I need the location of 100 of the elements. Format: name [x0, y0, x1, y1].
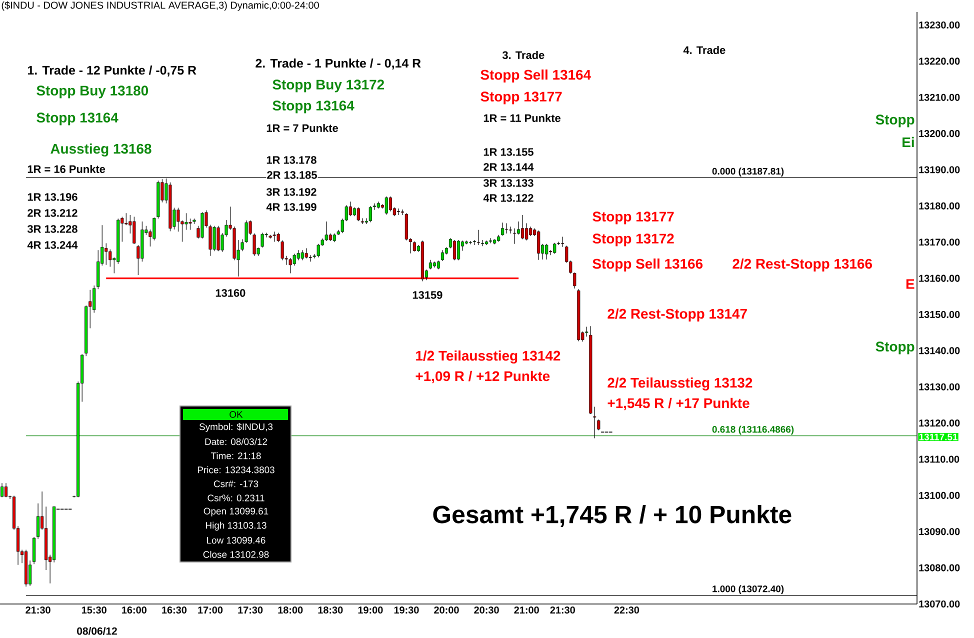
annotation: +1,09 R / +12 Punkte: [416, 370, 550, 384]
candlestick: [384, 196, 388, 215]
candlestick: [368, 206, 372, 223]
annotation: Close 13102.98: [203, 550, 269, 558]
text: 08/06/12: [77, 627, 117, 635]
candlestick: [593, 406, 596, 439]
candlestick: [276, 232, 280, 242]
annotation: Stopp 13177: [592, 212, 674, 224]
annotation: 1R 13.155: [484, 148, 534, 156]
x-tick-label: 19:00: [358, 606, 383, 614]
candlestick: [316, 244, 320, 258]
candlestick: [132, 216, 136, 244]
x-tick-label: 16:30: [162, 606, 187, 614]
annotation: Stopp: [876, 342, 914, 354]
candlestick: [324, 221, 328, 242]
annotation: Gesamt +1,745 R / + 10 Punkte: [433, 505, 792, 527]
y-tick-label: 13120.00: [919, 420, 960, 427]
annotation: 13159: [412, 291, 442, 299]
annotation: Stopp: [876, 114, 914, 128]
candlestick: [585, 326, 588, 337]
annotation: Stopp Sell 13166: [592, 258, 703, 272]
annotation: Csr#: -173: [214, 480, 258, 488]
candlestick: [553, 242, 556, 254]
x-tick-label: 17:00: [198, 606, 223, 614]
annotation: Price: 13234.3803: [198, 466, 274, 474]
candlestick: [252, 233, 256, 256]
annotation: 2/2 Rest-Stopp 13166: [732, 258, 872, 272]
y-tick-label: 13080.00: [919, 564, 960, 572]
x-tick-label: 21:30: [26, 606, 50, 614]
x-tick-label: 20:00: [434, 606, 459, 614]
candlestick: [356, 207, 360, 222]
candlestick: [477, 230, 480, 246]
x-tick-label: 17:30: [238, 606, 263, 614]
candlestick: [36, 503, 40, 540]
annotation: 2R 13.212: [28, 209, 78, 217]
x-tick-label: 20:30: [474, 606, 499, 614]
candlestick: [505, 223, 508, 234]
annotation: Low 13099.46: [207, 536, 266, 544]
y-tick-label: 13200.00: [919, 130, 960, 138]
candlestick: [176, 207, 180, 232]
candlestick: [456, 240, 460, 261]
candlestick: [152, 217, 156, 241]
annotation: 1/2 Teilausstieg 13142: [416, 350, 560, 364]
candlestick: [208, 224, 212, 256]
annotation: OK: [230, 411, 243, 418]
candlestick: [184, 212, 188, 230]
y-tick-label: 13150.00: [919, 310, 960, 318]
x-tick-label: 19:30: [394, 606, 419, 614]
candlestick: [280, 240, 284, 261]
candlestick: [481, 240, 484, 246]
candlestick: [489, 238, 492, 244]
y-tick-label: 13100.00: [919, 492, 960, 499]
candlestick: [561, 236, 564, 248]
x-tick-label: 15:30: [82, 606, 106, 614]
x-tick-label: 18:00: [278, 606, 303, 614]
annotation: Ausstieg 13168: [50, 143, 152, 157]
candlestick: [388, 196, 392, 212]
candlestick: [412, 241, 416, 252]
x-tick-label: 21:00: [514, 606, 539, 614]
annotation: Stopp Sell 13164: [480, 69, 591, 82]
candlestick: [473, 240, 476, 246]
candlestick: [452, 240, 456, 261]
annotation: Stopp 13164: [272, 100, 354, 114]
y-tick-label: 13070.00: [919, 600, 960, 608]
y-tick-label: 13220.00: [919, 58, 960, 65]
annotation: Open 13099.61: [204, 508, 268, 516]
candlestick: [104, 242, 108, 266]
annotation: 4R 13.199: [266, 203, 316, 211]
annotation: 2/2 Rest-Stopp 13147: [608, 308, 747, 322]
annotation: 4R 13.122: [483, 194, 534, 202]
candlestick: [288, 258, 292, 274]
candlestick: [440, 250, 444, 262]
candlestick: [597, 419, 600, 431]
annotation: 2R 13.185: [267, 171, 317, 179]
annotation: Date: 08/03/12: [205, 438, 268, 446]
annotation: 2R 13.144: [484, 163, 534, 171]
candlestick: [304, 248, 308, 259]
candlestick: [4, 482, 8, 498]
candlestick: [400, 209, 404, 216]
y-tick-label: 13130.00: [919, 383, 960, 390]
annotation: E: [906, 279, 914, 289]
candlestick: [521, 214, 524, 240]
y-tick-label: 13170.00: [919, 238, 960, 246]
annotation: 13160: [216, 289, 246, 297]
y-tick-label: 13190.00: [919, 166, 960, 174]
x-tick-label: 22:30: [614, 606, 640, 614]
x-tick-label: 16:00: [122, 606, 146, 614]
candlestick: [428, 260, 432, 270]
candlestick: [0, 482, 4, 498]
x-tick-label: 18:30: [318, 606, 343, 614]
candlestick: [509, 226, 512, 234]
candlestick: [296, 250, 300, 261]
annotation: Ei: [902, 136, 914, 148]
candlestick: [108, 249, 112, 268]
annotation: 1R 13.196: [28, 193, 78, 201]
y-tick-label: 13210.00: [919, 94, 960, 101]
annotation: Stopp Buy 13172: [272, 80, 384, 92]
annotation: High 13103.13: [206, 522, 266, 531]
chart-title: ($INDU - DOW JONES INDUSTRIAL AVERAGE,3) Dynamic,0:00-24:00: [2, 1, 319, 11]
candlestick: [501, 222, 504, 236]
